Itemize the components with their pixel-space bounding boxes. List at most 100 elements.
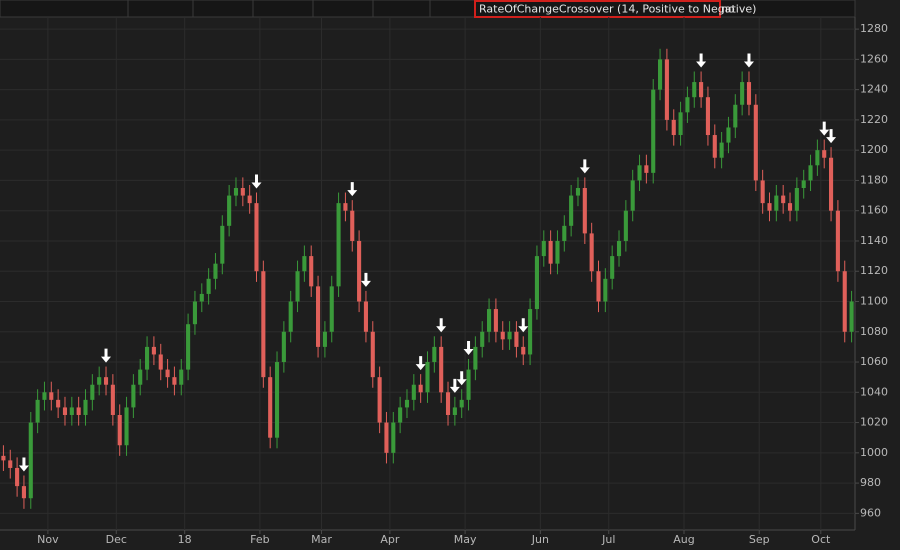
candle-body (138, 369, 143, 385)
candle-body (62, 407, 68, 415)
candle-body (521, 346, 526, 355)
candle-body (28, 422, 33, 499)
candle-body (849, 301, 854, 332)
candle-body (500, 331, 505, 340)
candle-body (425, 362, 430, 393)
candle-body (206, 278, 211, 294)
candle-body (801, 180, 806, 188)
candle-body (651, 89, 656, 173)
candle-body (261, 271, 266, 378)
candle-body (432, 346, 437, 363)
signal-arrow (436, 318, 447, 333)
candle-body (8, 460, 13, 468)
candle-body (774, 195, 779, 211)
x-tick-label: Feb (250, 533, 269, 546)
signal-arrow (463, 341, 474, 355)
candle-body (555, 240, 560, 264)
y-tick-label: 980 (860, 476, 881, 489)
candle-body (815, 150, 820, 166)
y-tick-label: 1040 (860, 385, 888, 398)
candle-body (350, 210, 355, 241)
candle-body (630, 180, 635, 211)
signal-arrow (251, 174, 262, 189)
y-tick-label: 1060 (860, 355, 888, 368)
header-strip (0, 0, 856, 18)
candle-body (685, 97, 690, 113)
candle-body (719, 142, 724, 158)
candle-body (233, 188, 239, 196)
candle-body (671, 119, 676, 136)
candle-body (466, 369, 471, 400)
candle-body (247, 195, 252, 204)
signal-arrow (743, 53, 754, 68)
candle-body (384, 422, 389, 453)
study-label: RateOfChangeCrossover (14, Positive to N… (479, 3, 756, 16)
candle-body (288, 301, 293, 332)
x-tick-label: Aug (673, 533, 694, 546)
candle-body (15, 467, 20, 487)
candle-body (644, 165, 649, 173)
x-tick-label: May (454, 533, 477, 546)
candle-body (227, 195, 232, 226)
candle-body (541, 240, 546, 257)
candle-body (363, 301, 368, 332)
x-tick-label: Mar (311, 533, 332, 546)
candle-body (480, 331, 485, 347)
candle-body (473, 346, 478, 370)
candle-body (240, 188, 245, 196)
y-tick-label: 1020 (860, 416, 888, 429)
candle-body (787, 203, 793, 211)
candle-body (829, 157, 834, 211)
candle-body (186, 324, 191, 370)
signal-arrow (18, 457, 29, 472)
candle-body (781, 195, 786, 204)
candle-body (131, 384, 136, 408)
candle-body (268, 377, 273, 438)
candle-body (493, 309, 498, 332)
candle-body (329, 286, 334, 332)
y-tick-label: 1280 (860, 22, 888, 35)
candle-body (842, 271, 847, 332)
candle-body (316, 286, 321, 347)
candle-body (103, 377, 109, 385)
candle-body (97, 377, 102, 385)
x-tick-label: 18 (178, 533, 192, 546)
candle-body (582, 188, 587, 234)
candle-body (794, 188, 799, 211)
candle-body (603, 278, 608, 302)
x-tick-label: Nov (37, 533, 59, 546)
signal-arrow (579, 159, 590, 174)
candle-body (117, 414, 122, 446)
candle-body (664, 59, 669, 120)
candle-body (562, 225, 567, 241)
candle-body (678, 112, 683, 136)
x-tick-label: Apr (380, 533, 400, 546)
candle-body (1, 455, 6, 461)
candle-body (589, 233, 594, 272)
candle-body (124, 407, 129, 446)
candle-body (487, 309, 492, 332)
candle-body (90, 384, 95, 400)
signal-arrow (826, 129, 837, 144)
plot-area (0, 17, 855, 530)
x-tick-label: Oct (811, 533, 831, 546)
signal-arrow (819, 121, 830, 136)
candle-body (35, 399, 40, 423)
candle-body (110, 384, 115, 415)
candle-body (439, 346, 444, 393)
study-label-suffix: no (721, 3, 735, 16)
candle-body (528, 309, 533, 355)
candle-body (295, 271, 300, 302)
study-highlight-box (474, 0, 721, 18)
candle-body (56, 399, 61, 408)
candle-body (705, 97, 710, 136)
candle-body (459, 399, 464, 408)
candle-body (49, 392, 54, 400)
signal-arrow (101, 348, 112, 363)
candle-body (322, 331, 327, 347)
y-tick-label: 1220 (860, 113, 888, 126)
candle-body (623, 210, 628, 241)
candle-body (151, 346, 156, 355)
candle-body (596, 271, 601, 302)
